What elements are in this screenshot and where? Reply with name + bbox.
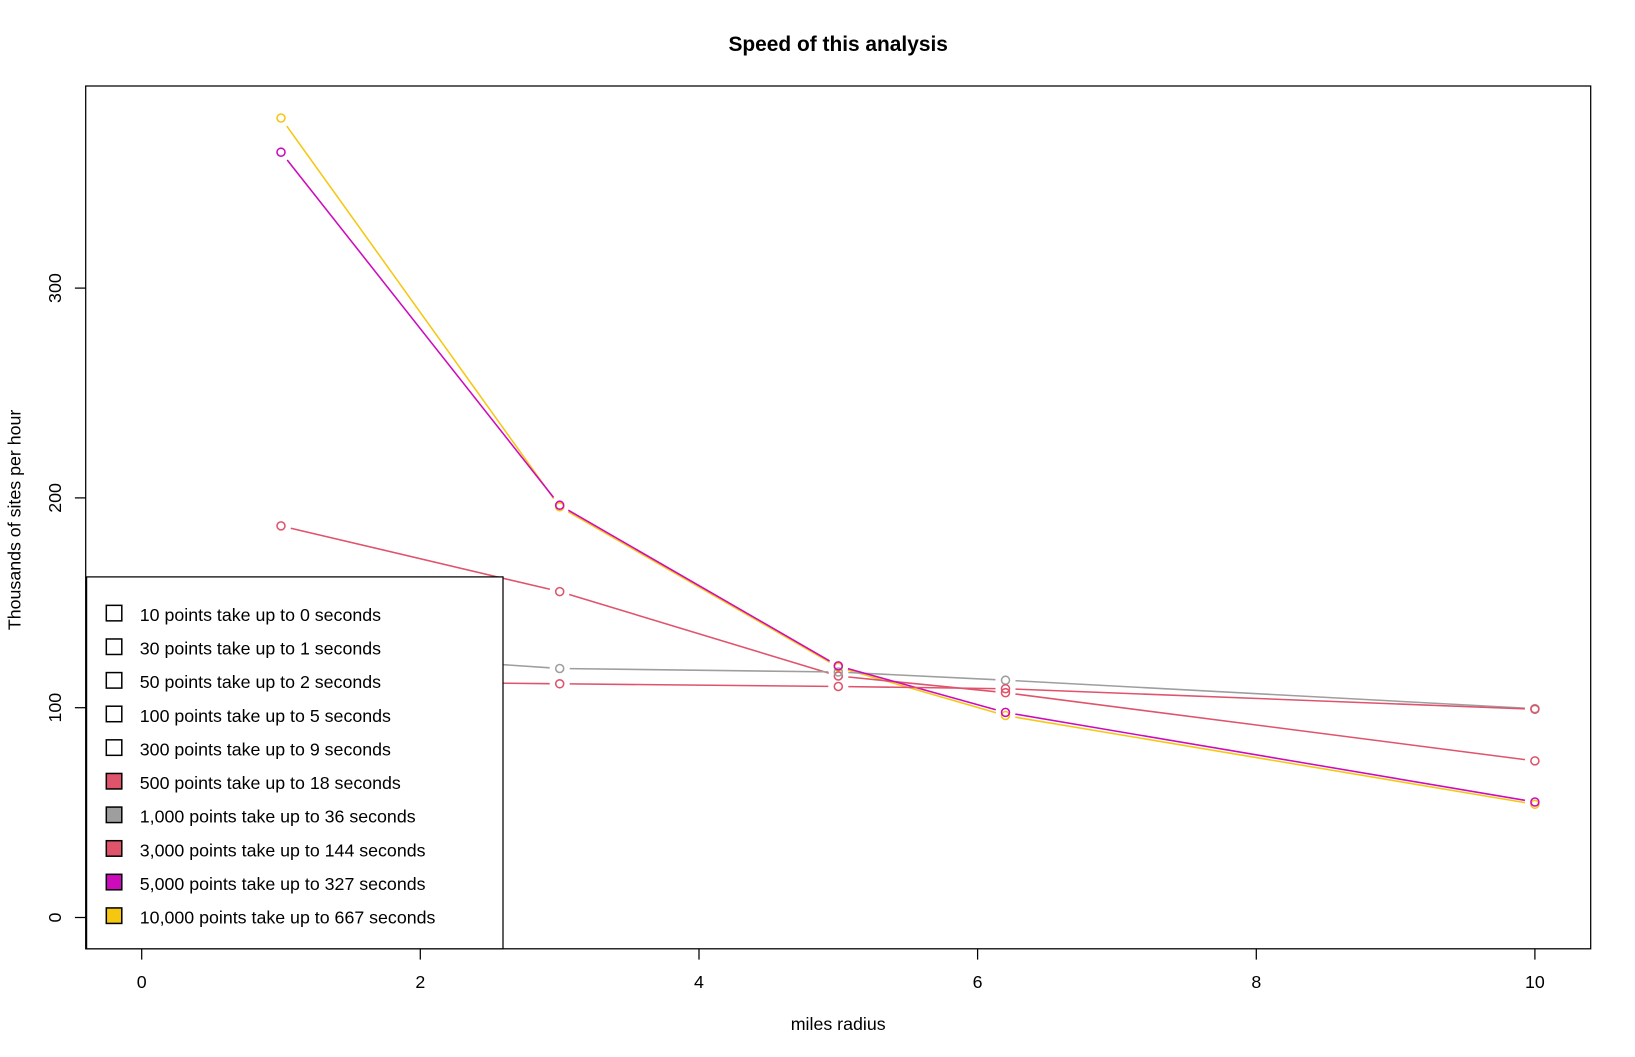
svg-text:3,000 points take up to 144 se: 3,000 points take up to 144 seconds (140, 840, 426, 860)
svg-text:Thousands of sites per hour: Thousands of sites per hour (4, 410, 24, 630)
svg-text:300 points take up to 9 second: 300 points take up to 9 seconds (140, 739, 391, 759)
svg-text:8: 8 (1251, 972, 1261, 992)
svg-text:Speed of this analysis: Speed of this analysis (728, 33, 947, 56)
svg-text:2: 2 (415, 972, 425, 992)
svg-text:1,000 points take up to 36 sec: 1,000 points take up to 36 seconds (140, 807, 416, 827)
svg-text:6: 6 (973, 972, 983, 992)
svg-text:200: 200 (45, 483, 65, 513)
svg-text:4: 4 (694, 972, 704, 992)
svg-text:miles radius: miles radius (791, 1014, 886, 1034)
svg-text:10: 10 (1525, 972, 1545, 992)
svg-text:0: 0 (137, 972, 147, 992)
svg-text:5,000 points take up to 327 se: 5,000 points take up to 327 seconds (140, 874, 426, 894)
svg-text:30 points take up to 1 seconds: 30 points take up to 1 seconds (140, 639, 381, 659)
svg-text:500 points take up to 18 secon: 500 points take up to 18 seconds (140, 773, 401, 793)
svg-text:10 points take up to 0 seconds: 10 points take up to 0 seconds (140, 605, 381, 625)
svg-text:300: 300 (45, 273, 65, 303)
svg-text:100 points take up to 5 second: 100 points take up to 5 seconds (140, 706, 391, 726)
svg-text:0: 0 (45, 912, 65, 922)
svg-text:10,000 points take up to 667 s: 10,000 points take up to 667 seconds (140, 908, 436, 928)
svg-text:100: 100 (45, 693, 65, 723)
svg-text:50 points take up to 2 seconds: 50 points take up to 2 seconds (140, 672, 381, 692)
